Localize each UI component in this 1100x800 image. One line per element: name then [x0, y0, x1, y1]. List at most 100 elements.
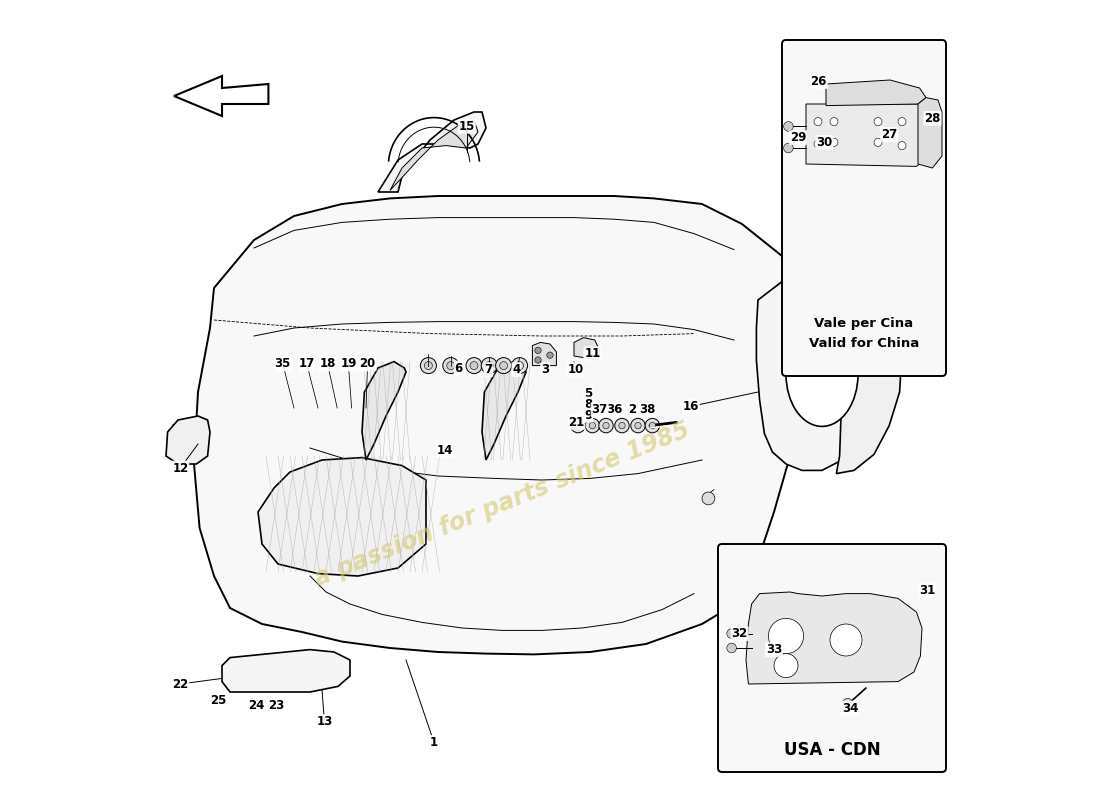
Circle shape: [783, 143, 793, 153]
Circle shape: [512, 358, 528, 374]
Circle shape: [420, 358, 437, 374]
Circle shape: [635, 422, 641, 429]
Text: 25: 25: [210, 694, 227, 706]
Ellipse shape: [786, 322, 858, 426]
Text: 3: 3: [541, 363, 549, 376]
Text: USA - CDN: USA - CDN: [783, 742, 880, 759]
Text: 27: 27: [881, 128, 898, 141]
Circle shape: [499, 362, 507, 370]
Circle shape: [630, 418, 646, 433]
Text: 26: 26: [811, 75, 827, 88]
Circle shape: [874, 118, 882, 126]
Text: 29: 29: [790, 131, 806, 144]
Text: a passion for parts since 1985: a passion for parts since 1985: [311, 418, 693, 590]
FancyBboxPatch shape: [718, 544, 946, 772]
Circle shape: [830, 138, 838, 146]
Polygon shape: [830, 90, 846, 144]
Text: 37: 37: [592, 403, 607, 416]
Text: 20: 20: [360, 358, 376, 370]
Circle shape: [783, 122, 793, 131]
Polygon shape: [194, 196, 806, 654]
Text: 13: 13: [317, 715, 332, 728]
Text: 34: 34: [842, 702, 858, 714]
Text: 35: 35: [275, 358, 292, 370]
Text: 32: 32: [732, 627, 748, 640]
Circle shape: [425, 362, 432, 370]
Text: 10: 10: [568, 363, 584, 376]
Text: 2: 2: [628, 403, 637, 416]
Text: Valid for China: Valid for China: [808, 338, 920, 350]
Circle shape: [603, 422, 609, 429]
Polygon shape: [378, 112, 486, 192]
Circle shape: [814, 140, 822, 148]
Text: 17: 17: [299, 358, 315, 370]
Circle shape: [547, 352, 553, 358]
Circle shape: [585, 418, 600, 433]
Circle shape: [470, 362, 478, 370]
Text: 6: 6: [454, 362, 463, 374]
Text: 16: 16: [683, 400, 698, 413]
Polygon shape: [757, 274, 880, 470]
Circle shape: [646, 418, 660, 433]
Text: 4: 4: [513, 363, 520, 376]
Text: 22: 22: [173, 678, 188, 690]
Text: 12: 12: [173, 462, 188, 474]
Circle shape: [774, 654, 798, 678]
Polygon shape: [166, 416, 210, 464]
Circle shape: [466, 358, 482, 374]
Text: 11: 11: [584, 347, 601, 360]
Circle shape: [535, 357, 541, 363]
Circle shape: [702, 492, 715, 505]
Text: 23: 23: [268, 699, 285, 712]
Text: 8: 8: [584, 398, 593, 410]
Circle shape: [874, 138, 882, 146]
Polygon shape: [746, 592, 922, 684]
Text: 5: 5: [584, 387, 593, 400]
Circle shape: [727, 643, 736, 653]
Text: 30: 30: [816, 136, 833, 149]
Text: 18: 18: [319, 358, 336, 370]
Circle shape: [516, 362, 524, 370]
Circle shape: [571, 418, 585, 433]
Circle shape: [814, 118, 822, 126]
Polygon shape: [482, 362, 526, 460]
Circle shape: [898, 118, 906, 126]
Polygon shape: [532, 342, 557, 366]
Circle shape: [830, 624, 862, 656]
Polygon shape: [174, 76, 268, 116]
Circle shape: [898, 142, 906, 150]
Text: 7: 7: [484, 363, 493, 376]
Polygon shape: [362, 362, 406, 460]
Circle shape: [535, 347, 541, 354]
Circle shape: [575, 422, 581, 429]
Circle shape: [485, 362, 493, 370]
Circle shape: [619, 422, 625, 429]
Polygon shape: [574, 338, 600, 360]
Text: 1: 1: [430, 736, 438, 749]
Circle shape: [598, 418, 613, 433]
Polygon shape: [806, 104, 924, 166]
Circle shape: [649, 422, 656, 429]
Polygon shape: [918, 98, 942, 168]
Polygon shape: [806, 340, 834, 363]
Circle shape: [830, 118, 838, 126]
Polygon shape: [390, 120, 478, 190]
Circle shape: [443, 358, 459, 374]
Polygon shape: [836, 274, 902, 474]
Polygon shape: [258, 458, 426, 576]
Circle shape: [496, 358, 512, 374]
Circle shape: [447, 362, 454, 370]
Text: Vale per Cina: Vale per Cina: [814, 318, 914, 330]
Text: 31: 31: [920, 584, 936, 597]
Text: 28: 28: [924, 112, 940, 125]
Polygon shape: [826, 80, 926, 106]
Text: 21: 21: [569, 416, 584, 429]
Circle shape: [481, 358, 497, 374]
Circle shape: [842, 698, 854, 710]
Text: 33: 33: [766, 643, 782, 656]
Circle shape: [727, 629, 736, 638]
Text: 38: 38: [639, 403, 656, 416]
Text: 24: 24: [249, 699, 265, 712]
Circle shape: [769, 618, 804, 654]
Text: 15: 15: [459, 120, 475, 133]
